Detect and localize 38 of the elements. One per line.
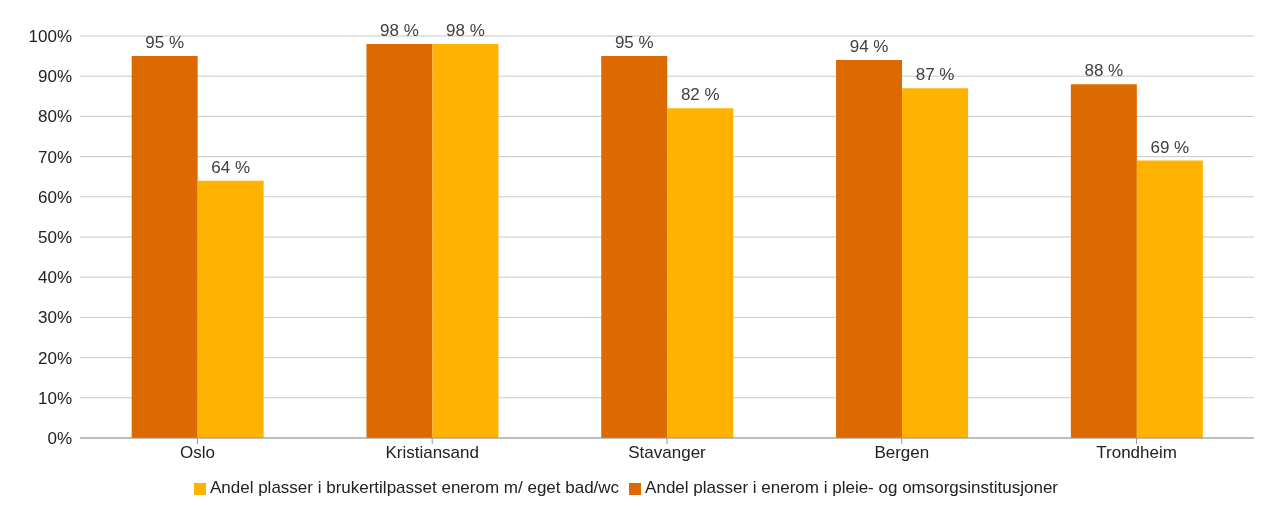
x-tick-label: Stavanger (628, 443, 707, 463)
data-label: 87 % (915, 65, 955, 85)
data-label: 88 % (1084, 61, 1124, 81)
bar (131, 56, 198, 438)
bar (836, 60, 903, 438)
y-tick-label: 90% (37, 67, 72, 87)
data-label: 95 % (145, 33, 185, 53)
bar (1070, 84, 1137, 438)
bar (667, 108, 734, 438)
y-tick-label: 20% (37, 348, 72, 368)
bar (432, 44, 499, 438)
bar (197, 180, 264, 438)
data-label: 69 % (1150, 137, 1190, 157)
y-tick-label: 60% (37, 187, 72, 207)
bar (902, 88, 969, 438)
bar (366, 44, 433, 438)
data-label: 94 % (849, 37, 889, 57)
legend-label: Andel plasser i brukertilpasset enerom m/ eget bad/wc (209, 478, 620, 497)
x-tick-label: Trondheim (1096, 443, 1177, 463)
bar (601, 56, 668, 438)
y-tick-label: 40% (37, 268, 72, 288)
x-tick-label: Kristiansand (385, 443, 479, 463)
y-tick-label: 50% (37, 228, 72, 248)
legend-label: Andel plasser i enerom i pleie- og omsorgsinstitusjoner (645, 478, 1059, 497)
y-tick-label: 0% (47, 429, 72, 449)
data-label: 98 % (380, 21, 419, 41)
y-tick-label: 70% (37, 147, 72, 167)
data-label: 95 % (614, 33, 654, 53)
y-tick-label: 100% (28, 27, 72, 47)
y-tick-label: 80% (37, 107, 72, 127)
data-label: 98 % (446, 21, 485, 41)
y-tick-label: 30% (37, 308, 72, 328)
bar (1136, 160, 1203, 438)
y-tick-label: 10% (37, 388, 72, 408)
x-tick-label: Oslo (179, 443, 215, 463)
data-label: 64 % (211, 157, 251, 177)
data-label: 82 % (680, 85, 720, 105)
x-tick-label: Bergen (874, 443, 930, 463)
